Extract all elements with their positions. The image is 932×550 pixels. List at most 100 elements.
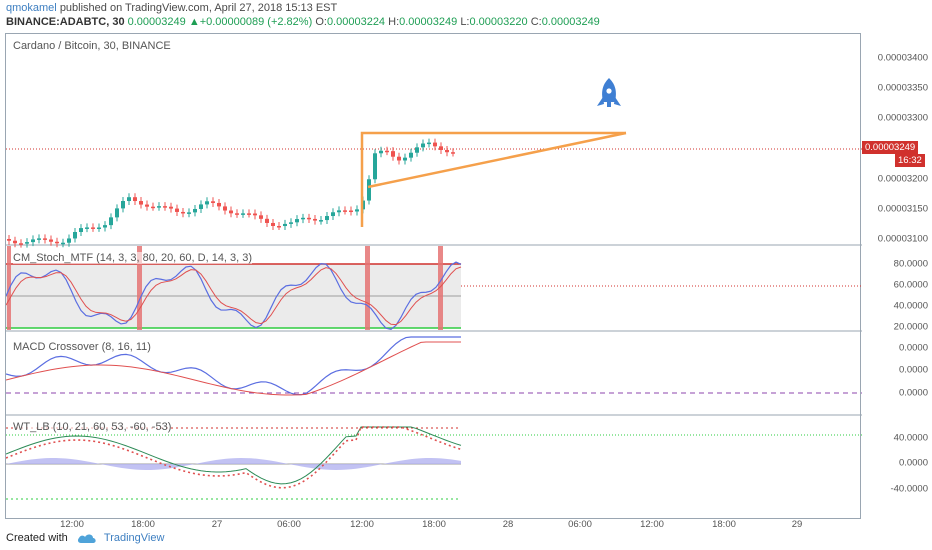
x-tick: 18:00 [422,519,446,530]
candle-body [385,150,389,153]
candle-body [67,238,71,243]
candle-body [121,201,125,209]
wt-histogram-area [6,458,461,470]
y-tick: 20.0000 [893,321,928,333]
y-tick: 0.0000 [898,342,928,354]
ohlc-line: BINANCE:ADABTC, 30 0.00003249 ▲+0.000000… [6,16,600,28]
candle-body [229,210,233,214]
candle-body [421,143,425,148]
y-tick: 40.0000 [893,432,928,444]
candle-body [349,210,353,213]
candle-body [43,238,47,240]
y-tick: 0.0000 [898,457,928,469]
candle-body [451,152,455,154]
candle-body [271,222,275,226]
candle-body [289,222,293,224]
candle-body [199,204,203,209]
candle-body [235,213,239,215]
candle-body [151,206,155,209]
close-value: 0.00003249 [541,16,600,28]
change-arrow-icon: ▲ [188,16,200,28]
countdown-tag: 16:32 [895,154,925,167]
x-tick: 27 [211,519,223,530]
candle-body [439,146,443,150]
high-value: 0.00003249 [399,16,458,28]
candle-body [55,241,59,244]
candle-body [79,228,83,232]
candle-body [187,212,191,214]
candle-body [319,220,323,222]
footer: Created with TradingView [6,532,164,544]
macd-signal-line [6,341,461,396]
rocket-icon [597,78,621,107]
candle-body [427,142,431,145]
y-tick: 80.0000 [893,258,928,270]
candle-body [253,213,257,216]
chart-plot-area[interactable]: Cardano / Bitcoin, 30, BINANCE CM_Stoch_… [5,33,862,519]
y-tick: 0.0000 [898,387,928,399]
candle-body [265,218,269,223]
price-axis[interactable]: 0.00003400 0.00003350 0.00003300 0.00003… [861,33,932,519]
candle-body [331,212,335,217]
time-axis[interactable]: 12:00 18:00 27 06:00 12:00 18:00 28 06:0… [5,519,861,533]
candle-body [379,150,383,154]
candle-body [343,210,347,212]
candle-body [295,219,299,223]
publish-info: published on TradingView.com, April 27, … [59,2,338,14]
candle-body [445,149,449,153]
wt2-line [6,426,462,489]
x-tick: 18:00 [131,519,155,530]
low-label: L: [460,16,470,28]
y-tick: 40.0000 [893,300,928,312]
candle-body [367,179,371,201]
candle-body [73,231,77,239]
stoch-k-line [6,261,462,331]
candle-body [25,242,29,244]
candle-body [247,213,251,215]
candle-body [85,227,89,229]
y-tick: 0.00003400 [877,52,928,64]
ascending-triangle-drawing[interactable] [360,131,627,227]
candle-body [355,209,359,212]
x-tick: 18:00 [712,519,736,530]
x-tick: 29 [791,519,803,530]
tradingview-brand-link[interactable]: TradingView [103,532,165,544]
y-tick: 0.00003350 [877,82,928,94]
y-tick: 0.00003100 [877,233,928,245]
triangle-lower-edge [367,131,627,189]
candle-body [181,211,185,214]
candle-body [391,151,395,157]
candle-body [103,225,107,228]
author-link[interactable]: qmokamel [6,2,57,14]
y-tick: 0.00003200 [877,173,928,185]
low-value: 0.00003220 [469,16,528,28]
candle-body [259,215,263,219]
candle-body [31,239,35,243]
candle-body [205,201,209,205]
candle-body [325,216,329,221]
candle-body [373,153,377,180]
candle-body [37,238,41,240]
candle-body [13,240,17,244]
change-value: +0.00000089 (+2.82%) [199,16,313,28]
candle-body [145,204,149,207]
candle-body [409,152,413,158]
candle-body [283,223,287,227]
chart-svg [6,78,862,500]
x-tick: 12:00 [640,519,664,530]
candle-body [139,201,143,205]
candle-body [91,227,95,229]
candle-body [169,206,173,209]
candle-body [241,213,245,215]
main-pane-title: Cardano / Bitcoin, 30, BINANCE [13,40,171,52]
candle-body [301,217,305,220]
high-label: H: [388,16,400,28]
candle-body [61,242,65,245]
created-with-label: Created with [6,532,68,544]
candle-body [313,218,317,221]
macd-pane-title: MACD Crossover (8, 16, 11) [13,341,151,353]
stoch-pane-title: CM_Stoch_MTF (14, 3, 3, 80, 20, 60, D, 1… [13,252,253,264]
wt1-line [6,426,462,485]
candle-body [7,239,11,241]
candle-body [193,208,197,213]
